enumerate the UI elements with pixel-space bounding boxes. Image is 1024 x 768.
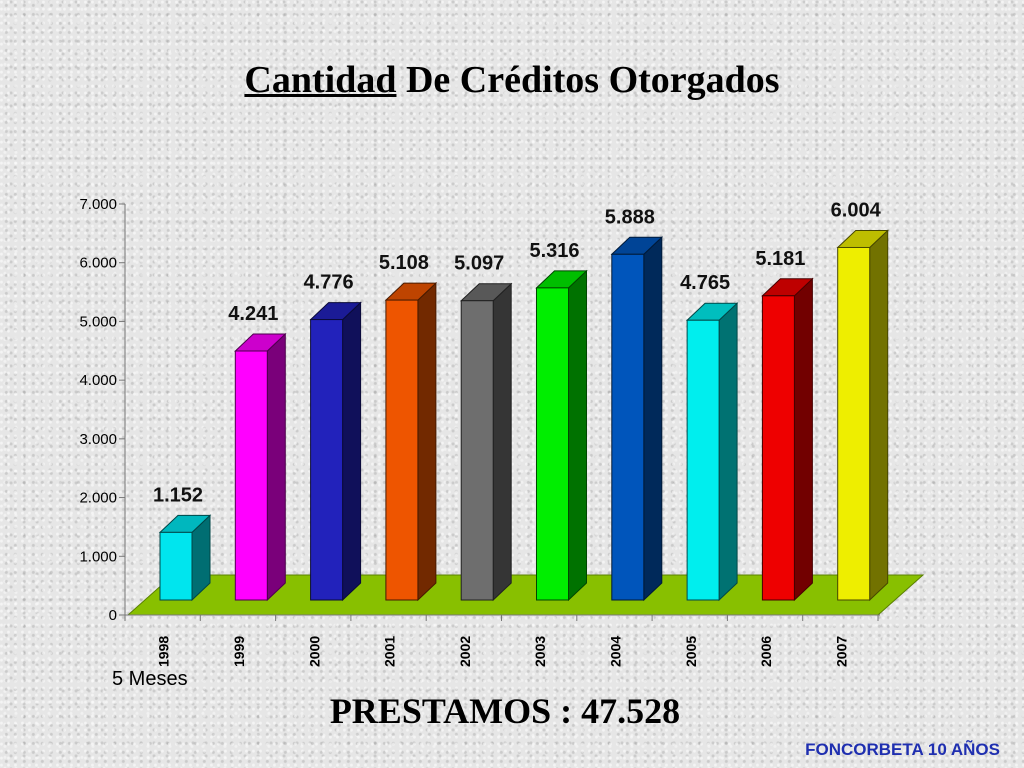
- bar-side: [643, 236, 663, 602]
- data-label: 1.152: [153, 484, 203, 506]
- data-label: 5.097: [454, 253, 504, 275]
- bar-side: [718, 302, 738, 602]
- y-tick-label: 3.000: [79, 431, 117, 448]
- y-tick-label: 2.000: [79, 490, 117, 507]
- data-label: 5.888: [605, 206, 655, 228]
- bar-chart: 0 1.000 2.000 3.000 4.000 5.000 6.000 7.000 1.15…: [79, 196, 925, 667]
- data-label: 5.181: [755, 248, 805, 270]
- data-label: 6.004: [831, 199, 882, 221]
- data-label: 4.776: [304, 272, 354, 294]
- page-title: Cantidad De Créditos Otorgados: [0, 58, 1024, 102]
- bar-side: [568, 269, 587, 602]
- title-underlined: Cantidad: [244, 59, 397, 101]
- y-tick-label: 1.000: [79, 548, 117, 565]
- x-tick-label: 2006: [758, 636, 774, 667]
- bar-2000: [310, 319, 344, 601]
- x-tick-label: 1999: [231, 636, 247, 667]
- y-tick-label: 6.000: [79, 255, 117, 272]
- total-loans: PRESTAMOS : 47.528: [0, 690, 1010, 732]
- x-tick-label: 2007: [833, 636, 849, 667]
- x-tick-label: 1998: [156, 636, 172, 667]
- bar-2001: [385, 299, 419, 601]
- bar-2002: [460, 300, 494, 601]
- x-tick-label: 2005: [683, 636, 699, 667]
- x-tick-label: 2000: [306, 636, 322, 667]
- x-tick-label: 2001: [382, 636, 398, 667]
- bar-2007: [837, 246, 871, 601]
- bar-2003: [536, 287, 569, 601]
- bar-2004: [611, 253, 645, 601]
- bar-side: [342, 301, 362, 602]
- x-tick-label: 2002: [457, 636, 473, 667]
- bar-2006: [761, 295, 795, 601]
- bar-1999: [234, 350, 268, 601]
- total-label: PRESTAMOS :: [329, 691, 582, 731]
- x-tick-label: 2003: [532, 636, 548, 667]
- y-tick-label: 7.000: [79, 196, 117, 213]
- x-tick-label: 2004: [607, 636, 623, 667]
- bar-side: [793, 277, 813, 602]
- bar-2005: [686, 319, 720, 601]
- footer-brand: FONCORBETA 10 AÑOS: [805, 740, 1000, 759]
- bar-side: [417, 281, 437, 602]
- title-rest: De Créditos Otorgados: [396, 59, 780, 101]
- data-label: 5.108: [379, 252, 429, 274]
- y-tick-label: 5.000: [79, 313, 117, 330]
- data-label: 4.765: [680, 272, 730, 294]
- bar-1998: [159, 531, 193, 601]
- y-tick-label: 0: [109, 607, 117, 624]
- y-tick-label: 4.000: [79, 372, 117, 389]
- bar-side: [492, 282, 512, 602]
- note-label: 5 Meses: [112, 668, 188, 690]
- bar-side: [266, 332, 286, 602]
- bar-side: [869, 229, 889, 602]
- data-label: 4.241: [228, 303, 278, 325]
- total-value: 47.528: [581, 691, 681, 731]
- data-label: 5.316: [529, 240, 579, 262]
